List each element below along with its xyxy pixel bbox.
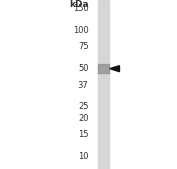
Text: 25: 25 [78,102,88,111]
Text: 15: 15 [78,130,88,139]
Text: 100: 100 [73,26,88,35]
Text: 10: 10 [78,152,88,161]
Text: 50: 50 [78,64,88,73]
Text: 150: 150 [73,4,88,13]
Bar [98,0,109,169]
Text: kDa: kDa [69,0,88,9]
Text: 20: 20 [78,114,88,123]
Polygon shape [110,66,119,72]
Text: 37: 37 [78,81,88,90]
Text: 75: 75 [78,42,88,51]
Bar [98,64,109,73]
